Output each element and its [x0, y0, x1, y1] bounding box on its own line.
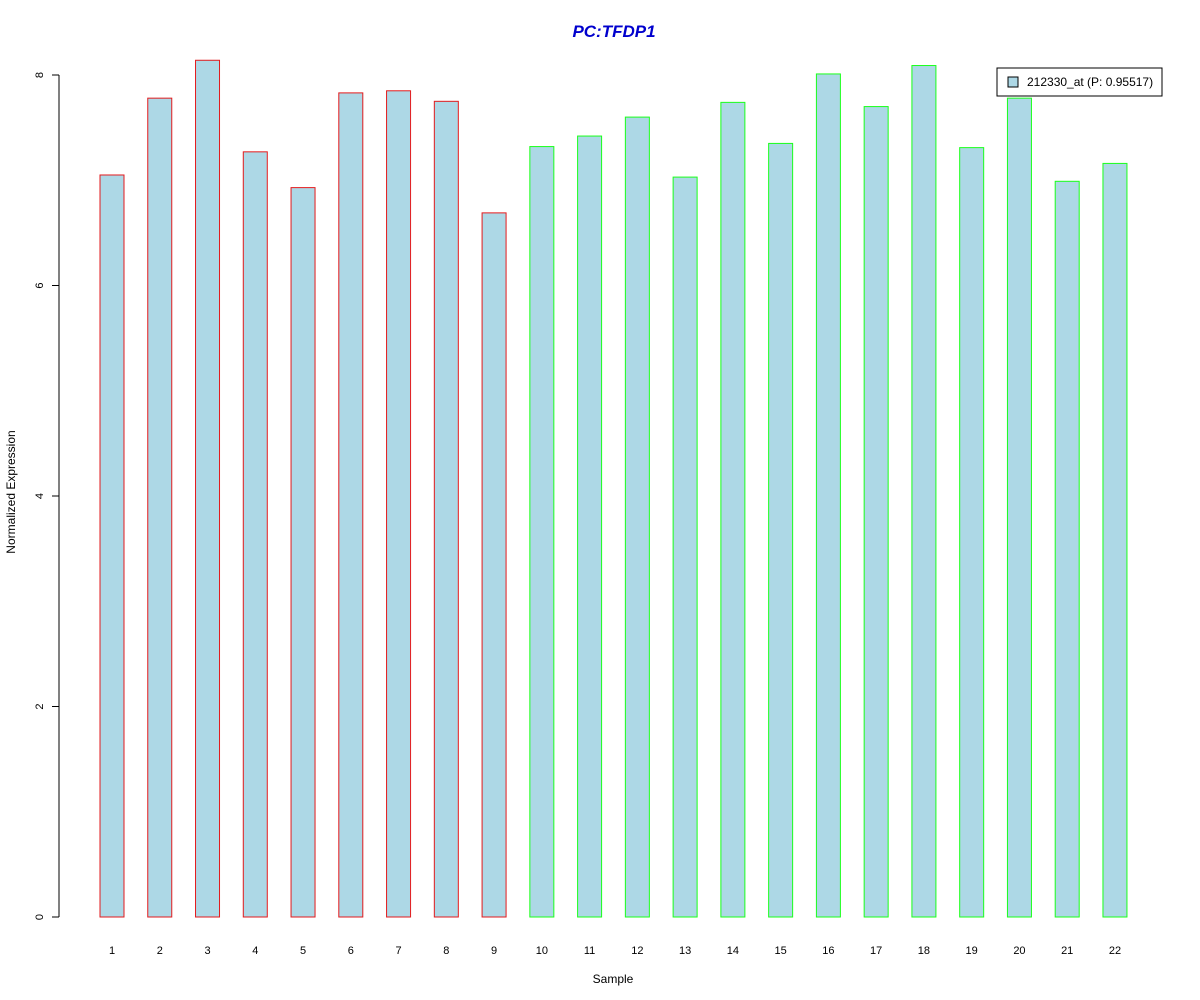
x-tick-label-9: 9 [491, 945, 497, 957]
bar-sample-9 [481, 212, 507, 918]
y-tick-label-2: 2 [34, 703, 46, 709]
x-tick-label-18: 18 [918, 945, 930, 957]
bar-sample-5 [290, 187, 316, 918]
x-tick-label-20: 20 [1013, 945, 1025, 957]
x-tick-label-8: 8 [443, 945, 449, 957]
x-tick-label-7: 7 [395, 945, 401, 957]
x-tick-label-6: 6 [348, 945, 354, 957]
bar-sample-6 [338, 92, 364, 918]
x-tick-label-15: 15 [775, 945, 787, 957]
bar-sample-7 [386, 90, 412, 918]
chart-title: PC:TFDP1 [572, 22, 655, 41]
bar-sample-12 [624, 116, 650, 918]
x-tick-label-1: 1 [109, 945, 115, 957]
x-tick-label-16: 16 [822, 945, 834, 957]
legend-swatch [1007, 76, 1019, 88]
y-tick-label-4: 4 [34, 493, 46, 499]
y-axis-ticks: 0 2 4 6 8 [34, 72, 59, 920]
bar-sample-17 [863, 106, 889, 918]
bar-sample-3 [195, 59, 221, 918]
x-axis-tick-labels: 1 2 3 4 5 6 7 8 9 10 11 12 13 14 15 16 17 18 19 20 21 22 [109, 945, 1121, 957]
x-axis-label: Sample [593, 972, 634, 986]
bar-sample-2 [147, 97, 173, 918]
x-tick-label-3: 3 [204, 945, 210, 957]
x-tick-label-19: 19 [966, 945, 978, 957]
x-tick-label-5: 5 [300, 945, 306, 957]
bar-sample-4 [242, 151, 268, 918]
x-tick-label-11: 11 [584, 945, 595, 957]
legend: 212330_at (P: 0.95517) [996, 67, 1163, 97]
y-axis-label: Normalized Expression [4, 430, 18, 553]
legend-box [996, 67, 1163, 97]
bar-sample-20 [1006, 97, 1032, 918]
bar-sample-21 [1054, 180, 1080, 918]
x-tick-label-2: 2 [157, 945, 163, 957]
bar-sample-19 [959, 147, 985, 918]
x-tick-label-21: 21 [1061, 945, 1073, 957]
y-tick-label-6: 6 [34, 282, 46, 288]
bar-sample-1 [99, 174, 125, 918]
bar-sample-15 [768, 142, 794, 918]
y-tick-label-8: 8 [34, 72, 46, 78]
legend-label: 212330_at (P: 0.95517) [1027, 75, 1153, 89]
x-tick-label-17: 17 [870, 945, 882, 957]
bar-sample-13 [672, 176, 698, 918]
bar-sample-18 [911, 65, 937, 918]
x-tick-label-13: 13 [679, 945, 691, 957]
x-tick-label-12: 12 [631, 945, 643, 957]
x-tick-label-10: 10 [536, 945, 548, 957]
bar-sample-10 [529, 146, 555, 918]
x-tick-label-4: 4 [252, 945, 258, 957]
bar-sample-16 [815, 73, 841, 918]
bars [99, 59, 1128, 918]
bar-sample-11 [577, 135, 603, 918]
bar-sample-14 [720, 101, 746, 918]
x-tick-label-14: 14 [727, 945, 739, 957]
bar-sample-22 [1102, 162, 1128, 918]
bar-sample-8 [433, 100, 459, 918]
y-tick-label-0: 0 [34, 914, 46, 920]
x-tick-label-22: 22 [1109, 945, 1121, 957]
